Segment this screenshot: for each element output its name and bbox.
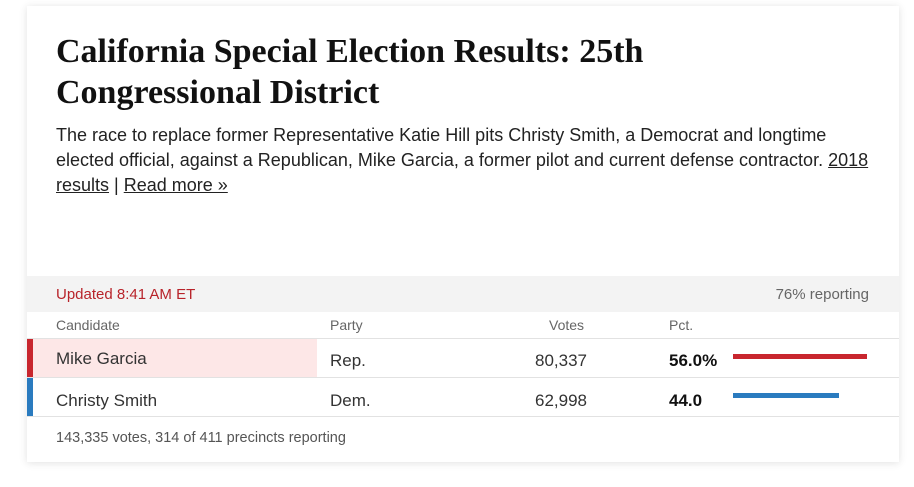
candidate-party: Dem.	[330, 391, 371, 410]
link-read-more[interactable]: Read more »	[123, 175, 228, 195]
header-candidate: Candidate	[56, 317, 120, 333]
party-color-bar	[27, 339, 33, 377]
precincts-summary: 143,335 votes, 314 of 411 precincts repo…	[56, 430, 346, 446]
candidate-pct: 56.0%	[669, 351, 718, 370]
divider	[27, 416, 899, 417]
race-description: The race to replace former Representativ…	[56, 123, 871, 198]
candidate-party: Rep.	[330, 351, 366, 370]
updated-time: Updated 8:41 AM ET	[56, 286, 196, 303]
candidate-votes: 80,337	[535, 351, 587, 370]
header-votes: Votes	[549, 317, 585, 333]
party-color-bar	[27, 378, 33, 416]
description-text: The race to replace former Representativ…	[56, 125, 827, 170]
header-pct: Pct.	[669, 317, 694, 333]
candidate-name: Christy Smith	[56, 391, 158, 410]
winner-highlight	[27, 339, 317, 377]
divider	[27, 377, 899, 378]
results-card: California Special Election Results: 25t…	[27, 6, 899, 462]
divider	[27, 338, 899, 339]
page-title: California Special Election Results: 25t…	[56, 33, 644, 111]
candidate-pct: 44.0	[669, 391, 703, 410]
header-party: Party	[330, 317, 363, 333]
vote-share-bar	[733, 393, 839, 398]
reporting-percent: 76% reporting	[775, 286, 869, 303]
link-2018-results[interactable]: 2018 results	[56, 150, 869, 195]
vote-share-bar	[733, 354, 868, 359]
status-bar	[27, 276, 899, 312]
candidate-name: Mike Garcia	[56, 349, 147, 368]
candidate-votes: 62,998	[535, 391, 587, 410]
link-separator: |	[114, 175, 119, 195]
